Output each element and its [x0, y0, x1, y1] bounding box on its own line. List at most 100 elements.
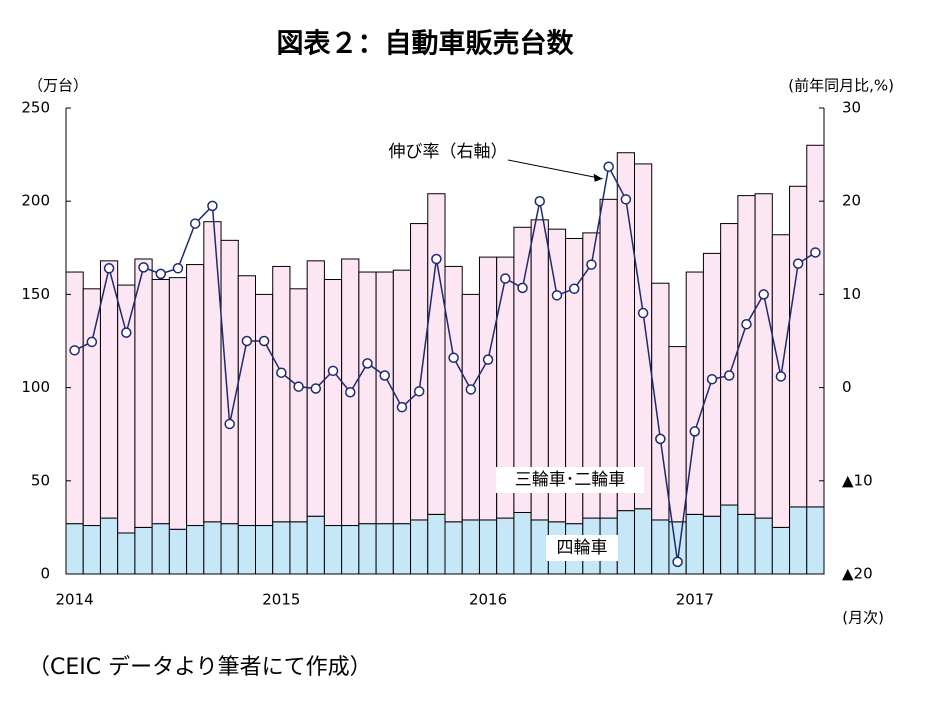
y-tick-label: 250 [21, 99, 50, 117]
bar [410, 519, 429, 575]
label-bg [546, 535, 618, 561]
line-marker [69, 345, 80, 356]
bar [720, 223, 739, 506]
bar [737, 513, 756, 575]
x-tick-label: 2016 [469, 591, 507, 609]
y2-tick-label: 20 [842, 192, 861, 210]
line-marker [276, 367, 287, 378]
y-unit-label: （万台） [28, 77, 88, 95]
bar [410, 223, 429, 521]
line-marker [103, 263, 115, 274]
bar [323, 278, 343, 527]
line-marker [155, 268, 166, 280]
line-marker [586, 259, 597, 270]
bar [65, 271, 84, 525]
bar [478, 256, 498, 521]
bar [737, 195, 756, 515]
bar [220, 523, 239, 575]
line-marker [741, 318, 752, 330]
line-marker [448, 352, 459, 364]
line-marker [500, 273, 511, 284]
bar [685, 513, 704, 575]
bar [358, 523, 377, 575]
line-label: 伸び率（右軸） [389, 142, 508, 162]
bar [461, 519, 480, 575]
line-marker [792, 258, 804, 269]
line-marker [758, 289, 769, 300]
bar [789, 185, 808, 508]
bar [117, 284, 136, 534]
line-marker [482, 354, 494, 365]
y-tick-label: 50 [31, 471, 50, 489]
bar [99, 260, 119, 519]
bar [306, 515, 325, 575]
bar [82, 525, 101, 575]
bar [444, 265, 463, 523]
y-tick-label: 200 [21, 192, 50, 210]
line-marker [551, 290, 563, 301]
bar [82, 288, 101, 527]
line-marker [379, 370, 390, 381]
line-marker [810, 247, 821, 258]
chart-title: 図表２：自動車販売台数 [277, 28, 575, 60]
bar [806, 506, 825, 575]
line-marker [345, 387, 356, 398]
bar [375, 271, 394, 525]
bar [702, 515, 722, 575]
bar [255, 293, 274, 527]
line-marker [620, 194, 632, 205]
bar [444, 521, 463, 575]
bar [427, 193, 446, 515]
bar [255, 525, 274, 575]
line-marker [431, 253, 442, 265]
bar [513, 511, 532, 575]
line-marker [534, 195, 545, 207]
bar [272, 265, 291, 523]
line-marker [603, 161, 614, 172]
bar [358, 271, 377, 525]
bar [134, 258, 153, 528]
x-tick-label: 2014 [56, 591, 94, 609]
bar [461, 293, 480, 521]
y2-tick-label: 0 [842, 378, 852, 396]
bar [427, 513, 446, 575]
line-marker [396, 401, 408, 413]
series-label: 三輪車･二輪車 [515, 470, 626, 490]
bar [616, 510, 635, 575]
y-tick-label: 100 [21, 378, 50, 396]
bar [168, 277, 188, 530]
line-marker [86, 336, 98, 348]
bar [65, 523, 84, 575]
line-marker [224, 418, 235, 430]
y2-tick-label: ▲20 [842, 565, 873, 583]
bar [530, 519, 549, 575]
bar [220, 239, 239, 525]
line-marker [241, 335, 253, 347]
bar [151, 523, 170, 575]
bar [272, 521, 291, 575]
source-note: （CEIC データより筆者にて作成） [28, 655, 372, 680]
bar [375, 523, 394, 575]
bar [651, 519, 670, 575]
bar [237, 275, 256, 527]
series-label: 四輪車 [557, 538, 608, 558]
bar [323, 525, 343, 575]
bar [789, 506, 808, 575]
bar [771, 526, 791, 575]
bar [134, 526, 153, 575]
line-marker [775, 371, 787, 382]
bar [720, 504, 739, 575]
bar [806, 144, 825, 508]
bar [392, 523, 412, 575]
bar [702, 252, 722, 517]
line-marker [207, 200, 218, 212]
line-marker [724, 370, 735, 381]
bar [616, 152, 635, 512]
y-tick-label: 150 [21, 285, 50, 303]
y2-tick-label: ▲10 [842, 471, 873, 489]
line-marker [310, 383, 322, 394]
bar [168, 528, 188, 575]
line-marker [465, 384, 477, 395]
label-bg [496, 467, 644, 493]
bar [478, 519, 498, 575]
